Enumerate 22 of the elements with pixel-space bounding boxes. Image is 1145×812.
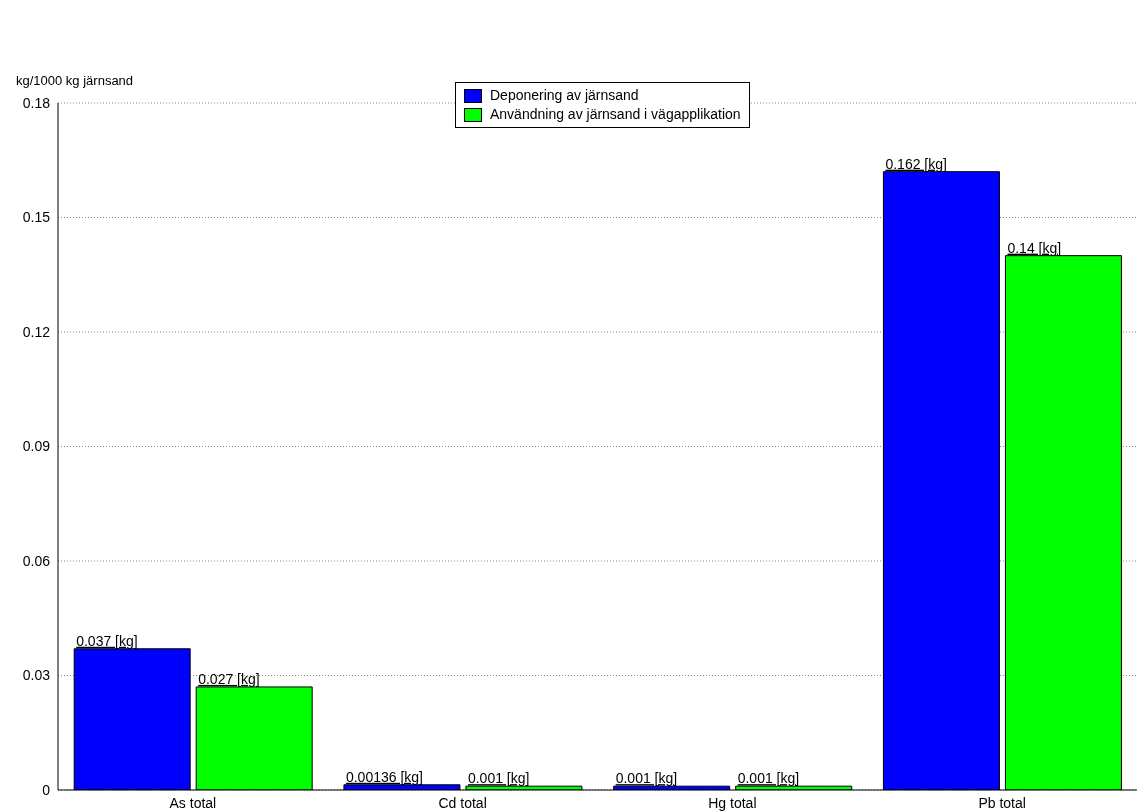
data-label: 0.14 [kg] [1007, 239, 1062, 256]
data-label: 0.001 [kg] [467, 770, 530, 787]
y-tick-label: 0.06 [22, 552, 51, 569]
x-tick-label: Cd total [438, 794, 487, 811]
data-label: 0.162 [kg] [885, 155, 947, 172]
x-tick-label: Pb total [978, 794, 1026, 811]
y-tick-label: 0.15 [22, 209, 51, 226]
data-label: 0.027 [kg] [198, 670, 260, 687]
y-tick-label: 0.18 [22, 94, 51, 111]
x-tick-label: As total [169, 794, 217, 811]
y-tick-label: 0.03 [22, 667, 51, 684]
y-axis-title: kg/1000 kg järnsand [16, 73, 134, 88]
y-tick-label: 0.09 [22, 438, 51, 455]
data-label: 0.001 [kg] [737, 770, 800, 787]
legend-label: Deponering av järnsand [490, 86, 639, 105]
data-label: 0.00136 [kg] [345, 768, 423, 785]
data-label: 0.037 [kg] [76, 632, 138, 649]
legend-label: Användning av järnsand i vägapplikation [490, 105, 741, 124]
y-tick-label: 0 [42, 781, 51, 798]
y-tick-label: 0.12 [22, 323, 51, 340]
x-tick-label: Hg total [708, 794, 757, 811]
data-label: 0.001 [kg] [615, 770, 678, 787]
